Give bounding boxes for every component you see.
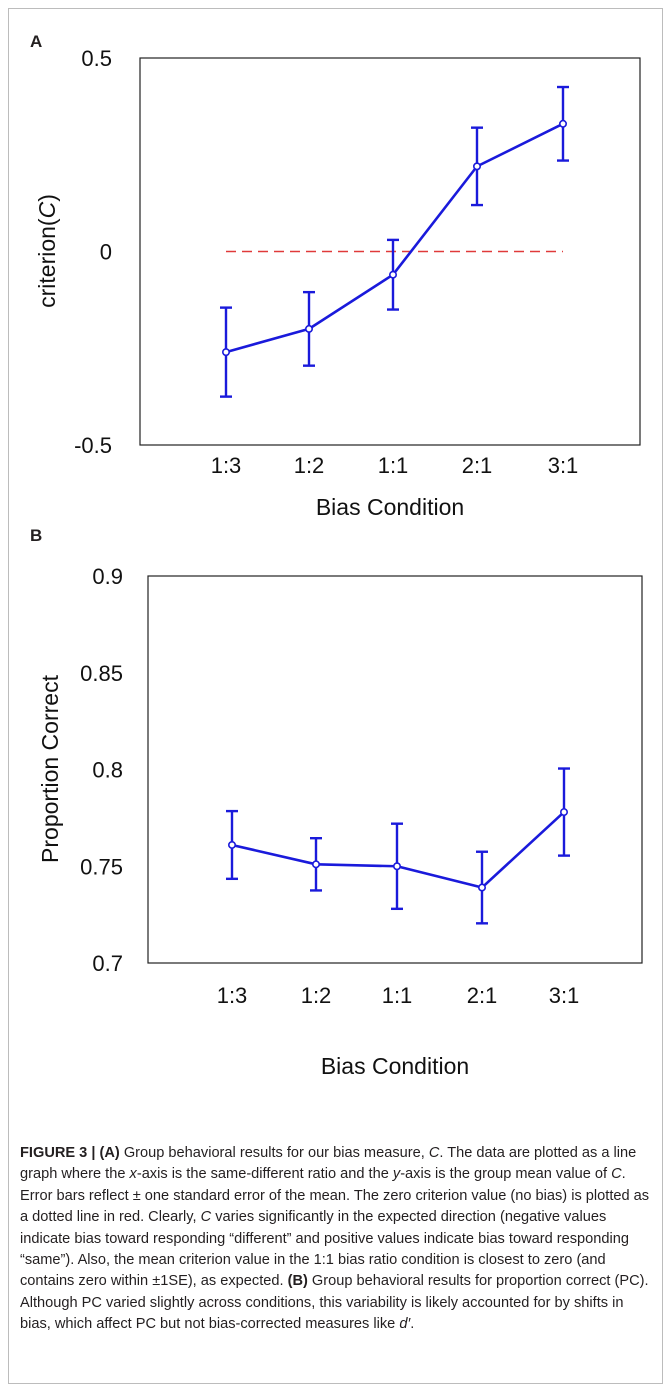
- caption-text: -axis is the same-different ratio and th…: [136, 1166, 393, 1183]
- figure-3-charts: A 0.5 0 -0.5 1:3 1:2 1:1 2:1 3:1 Bias Condition…: [30, 32, 643, 1079]
- caption-text: Group behavioral results for proportion …: [20, 1273, 649, 1333]
- panel-b-x-tick-label: 1:3: [217, 983, 248, 1008]
- panel-a-y-tick-label: -0.5: [74, 433, 112, 458]
- caption-text: varies significantly in the expected dir…: [20, 1209, 629, 1290]
- caption-text: .: [410, 1316, 415, 1333]
- caption-symbol-c: C: [200, 1209, 212, 1226]
- panel-b-x-tick-label: 1:1: [382, 983, 413, 1008]
- caption-panel-a-ref: (A): [99, 1145, 120, 1161]
- panel-a-y-label-text: criterion(: [34, 218, 60, 308]
- panel-a-x-tick-label: 1:1: [378, 453, 409, 478]
- figure-frame: [8, 8, 663, 1384]
- panel-b-plot: 0.9 0.85 0.8 0.75 0.7 1:3 1:2 1:1 2:1 3:1: [80, 564, 579, 1008]
- panel-b-plot-frame: [147, 575, 643, 964]
- panel-a-x-tick-label: 1:2: [294, 453, 325, 478]
- panel-b-data-point: [228, 840, 237, 849]
- figure-caption: FIGURE 3 | (A) Group behavioral results …: [20, 1143, 650, 1336]
- caption-text: -axis is the group mean value of: [400, 1166, 612, 1183]
- caption-panel-b-ref: (B): [287, 1273, 308, 1290]
- panel-a-plot-frame: [139, 57, 641, 446]
- panel-a-data-point: [558, 119, 567, 128]
- panel-a-x-tick-label: 1:3: [211, 453, 242, 478]
- panel-b-y-tick-label: 0.7: [92, 951, 123, 976]
- panel-a-x-tick-label: 3:1: [548, 453, 579, 478]
- panel-b-letter: B: [30, 526, 42, 545]
- panel-b-data-point: [392, 862, 401, 871]
- panel-b-x-tick-label: 1:2: [301, 983, 332, 1008]
- caption-text: . Error bars reflect ± one standard erro…: [20, 1166, 650, 1226]
- caption-figure-label: FIGURE 3 |: [20, 1145, 100, 1161]
- panel-a-data-point: [388, 270, 397, 279]
- panel-a-y-tick-label: 0: [100, 240, 112, 265]
- caption-symbol-dprime: d′: [399, 1316, 411, 1333]
- panel-a-y-axis-label: criterion(C): [34, 194, 60, 308]
- panel-b-x-axis-label: Bias Condition: [321, 1053, 469, 1079]
- panel-a-data-point: [472, 162, 481, 171]
- panel-b-y-tick-label: 0.85: [80, 661, 123, 686]
- panel-a-data-point: [304, 324, 313, 333]
- panel-a-x-axis-label: Bias Condition: [316, 494, 464, 520]
- panel-a-y-label-close: ): [34, 194, 60, 202]
- panel-a-x-tick-label: 2:1: [462, 453, 493, 478]
- panel-a-y-tick-label: 0.5: [81, 46, 112, 71]
- panel-b-data-point: [477, 883, 486, 892]
- panel-b-x-tick-label: 2:1: [467, 983, 498, 1008]
- caption-symbol-x: x: [129, 1166, 137, 1183]
- caption-text: Group behavioral results for our bias me…: [119, 1145, 429, 1161]
- caption-symbol-c: C: [611, 1166, 622, 1183]
- panel-a-plot: 0.5 0 -0.5 1:3 1:2 1:1 2:1 3:1: [74, 46, 578, 478]
- panel-b-data-point: [311, 860, 320, 869]
- panel-a-series-line: [225, 122, 564, 354]
- panel-b-y-tick-label: 0.9: [92, 564, 123, 589]
- panel-b-y-tick-label: 0.8: [92, 758, 123, 783]
- panel-b-y-axis-label: Proportion Correct: [37, 674, 63, 863]
- panel-b-y-tick-label: 0.75: [80, 854, 123, 879]
- caption-symbol-y: y: [392, 1166, 401, 1183]
- caption-symbol-c: C: [428, 1145, 440, 1161]
- panel-a-data-point: [222, 348, 231, 357]
- caption-text: . The data are plotted as a line graph w…: [20, 1145, 637, 1183]
- panel-a-y-label-italic: C: [34, 201, 60, 218]
- panel-b-x-tick-label: 3:1: [549, 983, 580, 1008]
- panel-b-data-point: [559, 808, 568, 817]
- panel-a-letter: A: [30, 32, 42, 51]
